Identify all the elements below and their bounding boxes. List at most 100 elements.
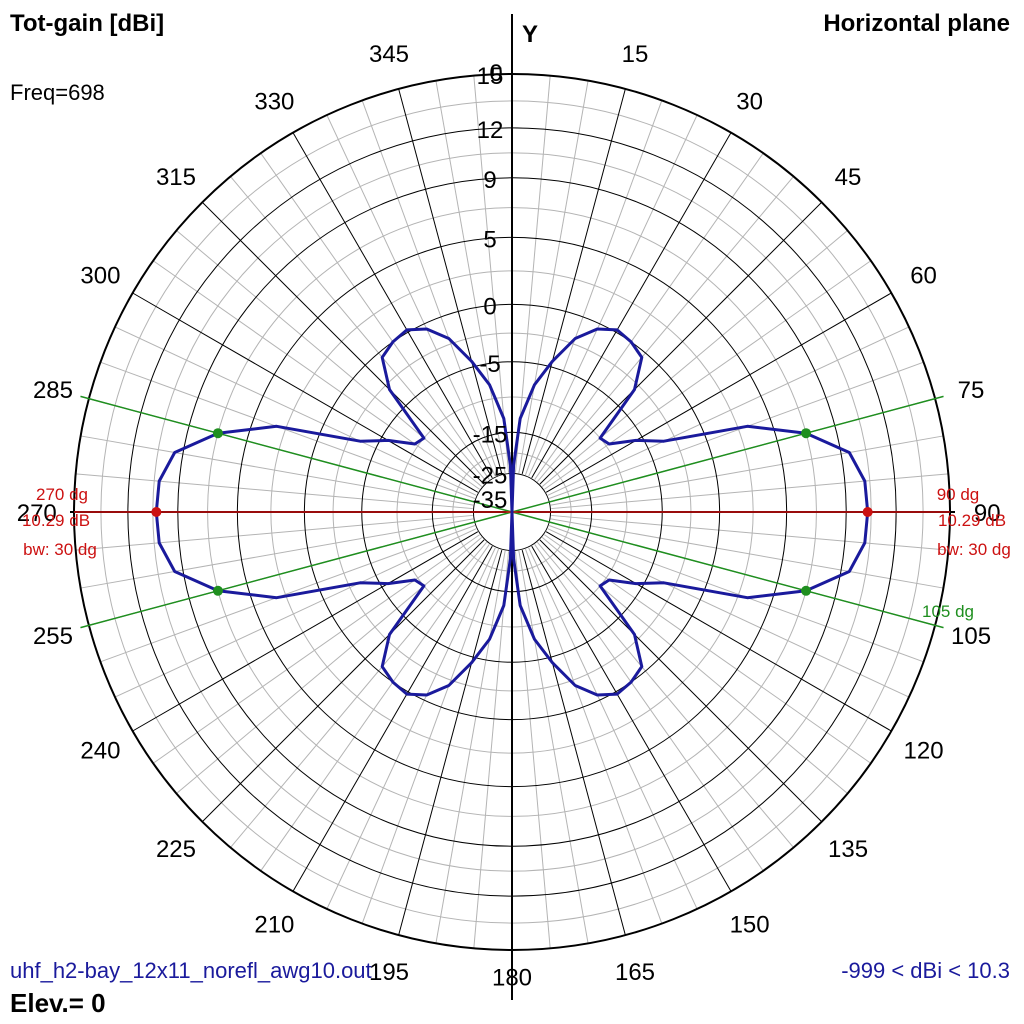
fine-spoke <box>230 176 488 483</box>
radial-tick-label: 15 <box>477 63 504 90</box>
angle-tick-label: 255 <box>33 623 73 650</box>
fine-spoke <box>548 361 924 499</box>
gain-pattern-trace <box>154 327 870 697</box>
angle-spoke <box>545 531 892 732</box>
frequency-label: Freq=698 <box>10 80 105 105</box>
fine-spoke <box>551 514 949 551</box>
angle-tick-label: 105 <box>951 623 991 650</box>
angle-tick-label: 330 <box>254 88 294 115</box>
max-marker-label: 10.29 dB <box>938 511 1006 530</box>
radial-tick-label: 9 <box>483 167 496 194</box>
angle-spoke <box>531 545 732 892</box>
radial-tick-label: 12 <box>477 117 504 144</box>
angle-tick-label: 240 <box>80 738 120 765</box>
beamwidth-marker <box>801 428 812 439</box>
max-gain-marker <box>151 507 162 517</box>
fine-spoke <box>528 547 698 910</box>
fine-spoke <box>525 100 663 476</box>
angle-tick-label: 300 <box>80 262 120 289</box>
angle-tick-label: 150 <box>730 912 770 939</box>
radial-tick-label: 0 <box>483 293 496 320</box>
angle-spoke <box>292 132 493 479</box>
angle-spoke <box>292 545 493 892</box>
max-gain-marker <box>862 507 873 517</box>
fine-spoke <box>528 114 698 477</box>
angle-spoke <box>201 539 485 823</box>
angle-tick-label: 165 <box>615 959 655 986</box>
fine-spoke <box>544 260 872 490</box>
radial-tick-label: -25 <box>473 462 508 489</box>
fine-spoke <box>114 528 477 698</box>
max-marker-label: bw: 30 dg <box>937 540 1011 559</box>
angle-tick-label: 285 <box>33 377 73 404</box>
angle-tick-label: 90 <box>974 500 1001 527</box>
angle-tick-labels: 0153045607590105120135150165180195210225… <box>17 41 1001 991</box>
angle-tick-label: 75 <box>958 377 985 404</box>
pattern-markers <box>151 428 873 596</box>
gain-range-label: -999 < dBi < 10.3 <box>841 958 1010 983</box>
fine-spoke <box>548 525 924 663</box>
angle-tick-label: 45 <box>835 164 862 191</box>
fine-spoke <box>260 152 490 480</box>
angle-spoke <box>132 292 479 493</box>
fine-spoke <box>435 550 506 944</box>
elevation-label: Elev.= 0 <box>10 988 106 1018</box>
filename-label: uhf_h2-bay_12x11_norefl_awg10.out <box>10 958 372 983</box>
angle-tick-label: 180 <box>492 964 532 991</box>
fine-spoke <box>518 80 589 474</box>
fine-spoke <box>518 550 589 944</box>
fine-spoke <box>525 548 663 924</box>
radial-tick-labels: 15 12 9 5 0 -5 -15 -25-35 <box>473 63 508 514</box>
max-marker-label: 270 dg <box>36 485 88 504</box>
angle-spoke <box>398 88 503 475</box>
fine-spoke <box>361 548 499 924</box>
angle-tick-label: 15 <box>622 41 649 68</box>
angle-spoke <box>398 549 503 936</box>
fine-spoke <box>547 528 910 698</box>
angle-tick-label: 0 <box>489 60 502 87</box>
fine-spoke <box>152 534 480 764</box>
fine-spoke <box>536 541 794 848</box>
angle-tick-label: 60 <box>910 262 937 289</box>
angle-tick-label: 135 <box>828 836 868 863</box>
fine-spoke <box>260 544 490 872</box>
angle-tick-label: 345 <box>369 41 409 68</box>
fine-spoke <box>547 326 910 496</box>
fine-spoke <box>514 75 551 473</box>
radial-tick-label: -15 <box>473 421 508 448</box>
fine-spoke <box>100 361 476 499</box>
fine-spoke <box>534 544 764 872</box>
fine-spoke <box>100 525 476 663</box>
fine-spoke <box>544 534 872 764</box>
chart-title: Tot-gain [dBi] <box>10 10 165 37</box>
radial-tick-label: 5 <box>483 226 496 253</box>
angle-tick-label: 120 <box>904 738 944 765</box>
fine-spoke <box>514 551 551 949</box>
beamwidth-angle-label: 105 dg <box>922 602 974 621</box>
angle-spoke <box>539 539 823 823</box>
fine-spoke <box>152 260 480 490</box>
angle-spoke <box>539 201 823 485</box>
max-marker-label: 10.29 dB <box>22 511 90 530</box>
fine-spoke <box>473 75 510 473</box>
fine-spoke <box>176 230 483 488</box>
angle-spoke <box>521 88 626 475</box>
fine-spoke <box>80 518 474 589</box>
angle-tick-label: 225 <box>156 836 196 863</box>
fine-spoke <box>550 435 944 506</box>
angle-tick-label: 210 <box>254 912 294 939</box>
angle-tick-label: 315 <box>156 164 196 191</box>
fine-spoke <box>75 473 473 510</box>
angle-tick-label: 270 <box>17 500 57 527</box>
fine-spoke <box>541 536 848 794</box>
max-marker-label: 90 dg <box>937 485 980 504</box>
fine-spoke <box>80 435 474 506</box>
gain-pattern <box>154 327 870 697</box>
plane-label: Horizontal plane <box>823 10 1010 37</box>
fine-spoke <box>534 152 764 480</box>
fine-spoke <box>326 114 496 477</box>
fine-spoke <box>230 541 488 848</box>
radial-tick-label: -35 <box>473 487 508 514</box>
fine-spoke <box>114 326 477 496</box>
